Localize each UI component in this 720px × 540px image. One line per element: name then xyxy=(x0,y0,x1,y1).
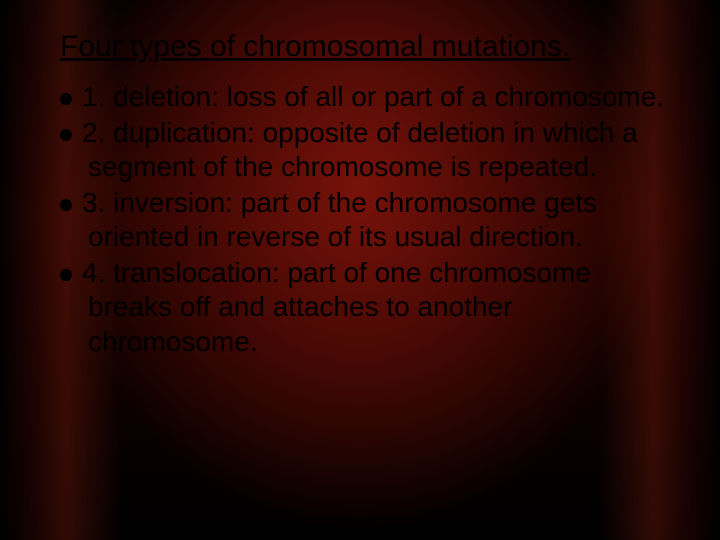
list-item-text: 1. deletion: loss of all or part of a ch… xyxy=(82,81,664,112)
list-item: 1. deletion: loss of all or part of a ch… xyxy=(60,80,672,114)
bullet-icon xyxy=(60,93,72,105)
slide-title: Four types of chromosomal mutations. xyxy=(60,28,672,66)
list-item: 4. translocation: part of one chromosome… xyxy=(60,256,672,358)
bullet-icon xyxy=(60,199,72,211)
slide-body: 1. deletion: loss of all or part of a ch… xyxy=(60,80,672,359)
list-item: 2. duplication: opposite of deletion in … xyxy=(60,116,672,184)
bullet-icon xyxy=(60,269,72,281)
list-item-text: 2. duplication: opposite of deletion in … xyxy=(82,117,638,182)
list-item-text: 4. translocation: part of one chromosome… xyxy=(82,257,591,356)
bullet-icon xyxy=(60,129,72,141)
list-item-text: 3. inversion: part of the chromosome get… xyxy=(82,187,597,252)
list-item: 3. inversion: part of the chromosome get… xyxy=(60,186,672,254)
slide: Four types of chromosomal mutations. 1. … xyxy=(0,0,720,540)
